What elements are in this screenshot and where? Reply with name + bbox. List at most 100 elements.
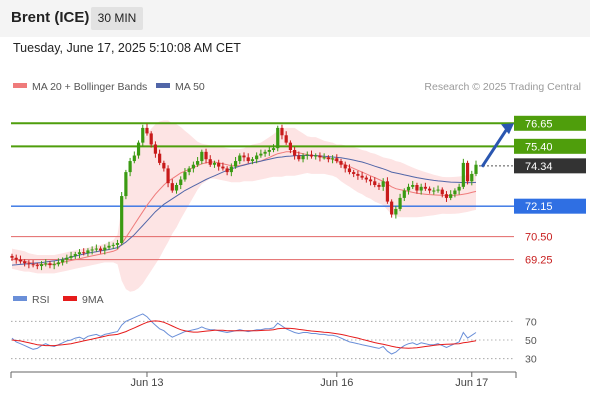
- candle-body: [61, 259, 65, 263]
- bollinger-band: [12, 120, 476, 292]
- candle-body: [14, 257, 18, 260]
- rsi-panel: RSI 9MA 70 50 30: [11, 294, 537, 366]
- candles: [10, 123, 478, 271]
- rsi-tick-30: 30: [525, 354, 537, 366]
- header-bar: Brent (ICE) 30 MIN: [0, 0, 590, 37]
- level-tag-75.40-bg: [514, 138, 586, 154]
- legend-swatch-ma20: [13, 83, 27, 88]
- candle-body: [115, 243, 120, 245]
- candle-body: [103, 247, 107, 251]
- candle-body: [259, 153, 263, 156]
- time-tick-label: Jun 13: [130, 377, 163, 389]
- candle-body: [284, 135, 288, 143]
- candle-body: [368, 179, 373, 182]
- candle-body: [65, 257, 69, 260]
- candle-body: [444, 194, 449, 198]
- candle-body: [128, 161, 132, 173]
- candle-body: [330, 158, 335, 160]
- candle-body: [153, 144, 158, 154]
- candle-body: [398, 197, 402, 209]
- candle-body: [170, 183, 174, 191]
- candle-body: [56, 262, 60, 265]
- candle-body: [419, 186, 423, 191]
- candle-body: [360, 175, 364, 178]
- candle-body: [250, 159, 255, 162]
- credit-text: Research © 2025 Trading Central: [424, 81, 581, 93]
- candle-body: [73, 254, 77, 256]
- candle-body: [217, 162, 221, 167]
- candle-body: [339, 161, 343, 165]
- candle-body: [10, 255, 14, 258]
- candle-body: [183, 172, 187, 180]
- legend-label-rsi: RSI: [32, 294, 50, 306]
- legend-swatch-ma50: [156, 83, 170, 88]
- time-tick-label: Jun 17: [455, 377, 488, 389]
- level-tag-76.65: 76.65: [525, 118, 553, 130]
- candle-body: [158, 153, 162, 163]
- candle-body: [52, 264, 56, 266]
- candle-body: [124, 172, 128, 197]
- candle-body: [238, 155, 242, 162]
- candle-body: [436, 189, 440, 191]
- candle-body: [352, 172, 356, 174]
- candle-body: [432, 190, 436, 192]
- candle-body: [457, 186, 461, 191]
- candle-body: [465, 162, 470, 182]
- candle-body: [179, 179, 183, 185]
- candle-body: [221, 166, 225, 169]
- candle-body: [225, 168, 229, 173]
- candle-body: [305, 154, 309, 156]
- candle-body: [86, 250, 90, 254]
- candle-body: [174, 185, 179, 191]
- candle-body: [27, 263, 31, 265]
- arrow-head: [501, 123, 514, 135]
- level-tag-72.15: 72.15: [525, 201, 553, 213]
- arrow-shaft: [480, 126, 510, 168]
- candle-body: [411, 185, 415, 187]
- candle-body: [255, 155, 259, 160]
- instrument-title: Brent (ICE): [11, 9, 90, 26]
- candle-body: [229, 166, 233, 173]
- legend-label-ma50: MA 50: [175, 81, 205, 93]
- candle-body: [39, 264, 44, 267]
- candle-body: [453, 190, 457, 195]
- price-legend: MA 20 + Bollinger Bands MA 50: [13, 81, 205, 93]
- forecast-arrow: [480, 123, 514, 168]
- timeframe-button[interactable]: 30 MIN: [91, 7, 143, 30]
- rsi-ma-line: [11, 320, 477, 349]
- candle-body: [111, 244, 115, 246]
- candle-body: [381, 181, 385, 187]
- candle-body: [470, 173, 474, 182]
- level-tag-69.25: 69.25: [525, 255, 553, 267]
- candle-body: [326, 157, 330, 160]
- candle-body: [276, 127, 280, 149]
- candle-body: [149, 133, 153, 145]
- level-tag-75.40: 75.40: [525, 141, 553, 153]
- candle-body: [212, 162, 217, 165]
- candle-body: [318, 155, 322, 158]
- candle-body: [347, 168, 352, 173]
- candle-body: [136, 142, 141, 156]
- candle-body: [271, 148, 276, 150]
- current-price-tag: 74.34: [525, 161, 553, 173]
- candle-body: [107, 245, 111, 248]
- candle-body: [191, 164, 195, 169]
- candle-body: [31, 264, 35, 266]
- level-tag-70.50: 70.50: [525, 232, 553, 244]
- candle-body: [314, 155, 318, 157]
- candle-body: [233, 161, 238, 167]
- candle-body: [48, 263, 52, 266]
- candle-body: [166, 168, 170, 184]
- candle-body: [196, 161, 200, 165]
- price-levels: [11, 122, 514, 261]
- candle-body: [204, 151, 208, 160]
- current-price-tag-bg: [514, 158, 586, 174]
- candle-body: [82, 252, 86, 254]
- candle-body: [263, 151, 267, 154]
- candle-body: [322, 157, 326, 159]
- candle-body: [297, 155, 301, 160]
- rsi-tick-70: 70: [525, 316, 537, 328]
- candle-body: [449, 194, 453, 198]
